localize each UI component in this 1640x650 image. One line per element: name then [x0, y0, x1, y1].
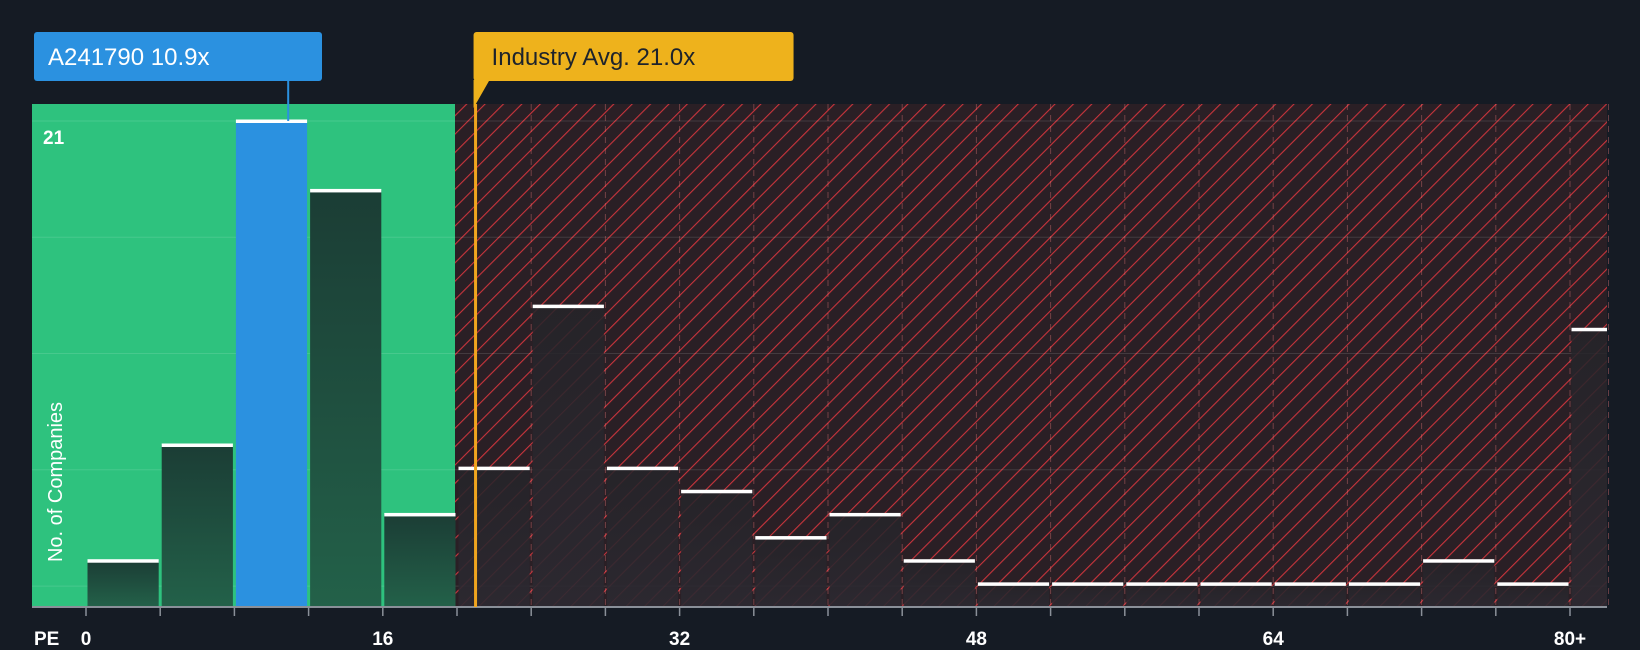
industry-callout-pointer: [473, 80, 490, 108]
industry-callout-box: [473, 32, 794, 81]
bar-body: [903, 560, 975, 607]
bar-body: [235, 121, 308, 607]
x-tick-label: 0: [81, 629, 92, 650]
bar-body: [1200, 583, 1272, 607]
bar-body: [1348, 583, 1421, 607]
y-tick-label: 21: [43, 128, 65, 149]
x-tick-label: 64: [1263, 629, 1285, 650]
bar-body: [161, 445, 233, 607]
histogram-bar: [606, 104, 681, 607]
x-tick-label: 48: [966, 629, 987, 650]
bar-cap: [1497, 582, 1569, 586]
bar-body: [606, 468, 679, 607]
bar-body: [829, 514, 901, 607]
histogram-bar: [903, 104, 977, 607]
histogram-bar: [310, 188, 382, 607]
x-ticks: 0 16 32 48 64 80+: [81, 607, 1586, 650]
histogram-bar: [1052, 104, 1126, 607]
histogram-bar: [1200, 104, 1274, 607]
histogram-bar: [235, 119, 308, 607]
bar-body: [87, 560, 159, 607]
bar-cap: [384, 512, 456, 517]
y-axis-title: No. of Companies: [45, 402, 67, 562]
histogram-bar: [87, 559, 159, 607]
bar-body: [1423, 560, 1495, 607]
bar-cap: [87, 559, 159, 563]
industry-callout: Industry Avg. 21.0x: [473, 32, 794, 108]
industry-callout-label: Industry Avg. 21.0x: [492, 44, 696, 71]
bar-cap: [1200, 582, 1272, 586]
bar-cap: [310, 188, 382, 193]
bar-body: [1126, 583, 1198, 607]
bar-cap: [1423, 559, 1495, 563]
histogram-bar: [829, 104, 903, 607]
bar-body: [1052, 583, 1124, 607]
histogram-bar: [681, 104, 755, 607]
bar-cap: [458, 466, 530, 471]
histogram-bar: [1571, 104, 1609, 607]
histogram-bar: [1126, 104, 1200, 607]
bar-cap: [532, 304, 604, 309]
bar-body: [977, 583, 1050, 607]
bar-cap: [903, 559, 975, 563]
company-callout-box: [34, 32, 322, 81]
x-tick-label: 80+: [1554, 629, 1586, 650]
histogram-bar: [977, 104, 1052, 607]
histogram-bar: [532, 104, 606, 607]
bar-cap: [1052, 582, 1124, 586]
histogram-bar: [1423, 104, 1497, 607]
x-tick-label: 16: [372, 629, 393, 650]
bar-body: [681, 491, 753, 607]
bar-cap: [235, 119, 308, 123]
histogram-bar: [161, 443, 233, 607]
histogram-bar: [755, 104, 829, 607]
bar-cap: [1348, 582, 1421, 586]
bar-body: [1571, 329, 1607, 607]
histogram-bar: [458, 104, 532, 607]
bar-body: [458, 468, 530, 607]
bar-cap: [606, 466, 679, 471]
bars: [87, 104, 1609, 607]
company-callout: A241790 10.9x: [34, 32, 322, 121]
histogram-bar: [1348, 104, 1423, 607]
histogram-bar: [1497, 104, 1571, 607]
bar-cap: [829, 512, 901, 517]
bar-cap: [161, 443, 233, 447]
bar-body: [384, 514, 456, 607]
bar-cap: [1274, 582, 1346, 586]
histogram-bar: [1274, 104, 1348, 607]
company-callout-label: A241790 10.9x: [48, 44, 209, 71]
bar-cap: [1571, 327, 1607, 332]
bar-body: [532, 306, 604, 607]
bar-body: [310, 190, 382, 607]
x-axis-title: PE: [34, 629, 59, 650]
bar-body: [1274, 583, 1346, 607]
bar-body: [1497, 583, 1569, 607]
x-tick-label: 32: [669, 629, 690, 650]
bar-cap: [977, 582, 1050, 586]
bar-cap: [755, 536, 827, 540]
histogram-bar: [384, 512, 456, 607]
bar-cap: [1126, 582, 1198, 586]
bar-cap: [681, 489, 753, 494]
bar-body: [755, 537, 827, 607]
